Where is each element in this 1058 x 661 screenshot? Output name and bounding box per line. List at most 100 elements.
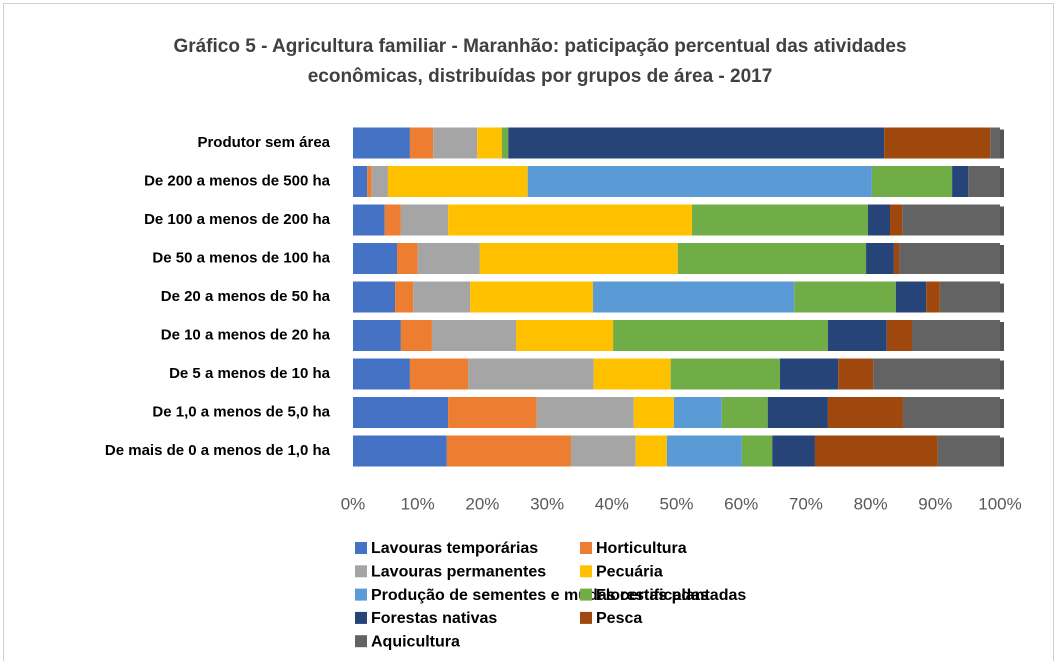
bar-segment (838, 358, 874, 390)
bar-segment (772, 435, 815, 467)
x-tick-label: 80% (854, 494, 888, 513)
bar-edge (1000, 129, 1004, 159)
bar-segment (912, 320, 1000, 351)
bar-segment (448, 397, 537, 428)
bar-segment (884, 127, 991, 159)
bar-edge (1000, 437, 1004, 467)
bar-segment (721, 397, 768, 428)
x-tick-label: 100% (978, 494, 1021, 513)
bar-segment (873, 358, 1000, 390)
bar-edge (1000, 206, 1004, 236)
x-tick-label: 70% (789, 494, 823, 513)
x-tick-label: 0% (341, 494, 366, 513)
bar-segment (990, 127, 1000, 159)
bar-segment (508, 127, 885, 159)
bar-segment (413, 281, 471, 313)
bar-segment (571, 435, 636, 467)
category-label: De 100 a menos de 200 ha (144, 211, 331, 228)
bar-segment (677, 243, 867, 274)
bar-segment (692, 204, 869, 236)
x-tick-label: 10% (401, 494, 435, 513)
bar-segment (593, 358, 671, 390)
legend-label: Forestas nativas (371, 610, 497, 627)
category-label: De 20 a menos de 50 ha (161, 288, 331, 305)
legend-swatch (355, 635, 367, 648)
legend-swatch (580, 542, 592, 554)
bar-segment (470, 281, 594, 313)
bar-segment (926, 281, 940, 313)
bar-segment (353, 435, 447, 467)
bar-segment (353, 397, 449, 428)
bar-segment (527, 166, 872, 197)
bar-edge (1000, 360, 1004, 390)
bar-segment (827, 320, 887, 351)
bar-segment (895, 281, 927, 313)
bar-segment (886, 320, 913, 351)
bar-segment (952, 166, 969, 197)
bar-segment (871, 166, 953, 197)
x-tick-label: 30% (530, 494, 564, 513)
legend-swatch (580, 611, 592, 624)
bar-segment (516, 320, 614, 351)
chart-title: Gráfico 5 - Agricultura familiar - Maran… (173, 36, 907, 87)
bar-segment (501, 127, 509, 159)
bar-segment (536, 397, 634, 428)
bar-segment (902, 397, 1000, 428)
bar-segment (367, 166, 372, 197)
bar-segment (767, 397, 828, 428)
bar-segment (353, 281, 396, 313)
legend-swatch (355, 565, 367, 578)
x-tick-label: 40% (595, 494, 629, 513)
bar-segment (633, 397, 674, 428)
x-tick-label: 90% (918, 494, 952, 513)
bar-segment (868, 204, 891, 236)
bar-segment (409, 127, 434, 159)
bar-edge (1000, 245, 1004, 274)
bar-segment (371, 166, 388, 197)
bar-segment (890, 204, 903, 236)
bar-segment (780, 358, 839, 390)
bar-segment (396, 243, 418, 274)
bar-segment (670, 358, 781, 390)
bar-segment (477, 127, 502, 159)
legend-label: Florestas plantadas (596, 587, 746, 604)
legend-swatch (580, 588, 592, 601)
bar-segment (431, 320, 517, 351)
legend-label: Pecuária (596, 564, 663, 581)
bar-segment (479, 243, 678, 274)
bar-edge (1000, 322, 1004, 351)
bar-segment (593, 281, 795, 313)
category-label: Produtor sem área (197, 134, 330, 151)
category-label: De 50 a menos de 100 ha (152, 249, 330, 266)
legend-label: Lavouras permanentes (371, 564, 546, 581)
bar-segment (666, 435, 742, 467)
bar-segment (353, 166, 368, 197)
bar-segment (384, 204, 401, 236)
category-label: De mais de 0 a menos de 1,0 ha (105, 442, 331, 459)
bar-segment (937, 435, 1000, 467)
legend-label: Pesca (596, 610, 642, 627)
x-tick-label: 50% (659, 494, 693, 513)
bar-segment (468, 358, 594, 390)
category-label: De 1,0 a menos de 5,0 ha (152, 403, 330, 420)
bar-segment (741, 435, 773, 467)
x-tick-label: 60% (724, 494, 758, 513)
bar-segment (387, 166, 528, 197)
bar-edge (1000, 168, 1004, 197)
bar-segment (417, 243, 480, 274)
bar-segment (433, 127, 478, 159)
bar-segment (893, 243, 900, 274)
bar-segment (353, 204, 385, 236)
bar-segment (353, 127, 410, 159)
category-label: De 10 a menos de 20 ha (161, 326, 331, 343)
legend-label: Produção de sementes e mudas certificada… (371, 587, 709, 604)
bar-segment (400, 204, 449, 236)
bar-segment (409, 358, 469, 390)
legend-label: Horticultura (596, 540, 687, 557)
category-label: De 5 a menos de 10 ha (169, 365, 331, 382)
legend-label: Lavouras temporárias (371, 540, 538, 557)
chart-frame (3, 3, 1054, 661)
bar-segment (827, 397, 903, 428)
bar-segment (400, 320, 432, 351)
